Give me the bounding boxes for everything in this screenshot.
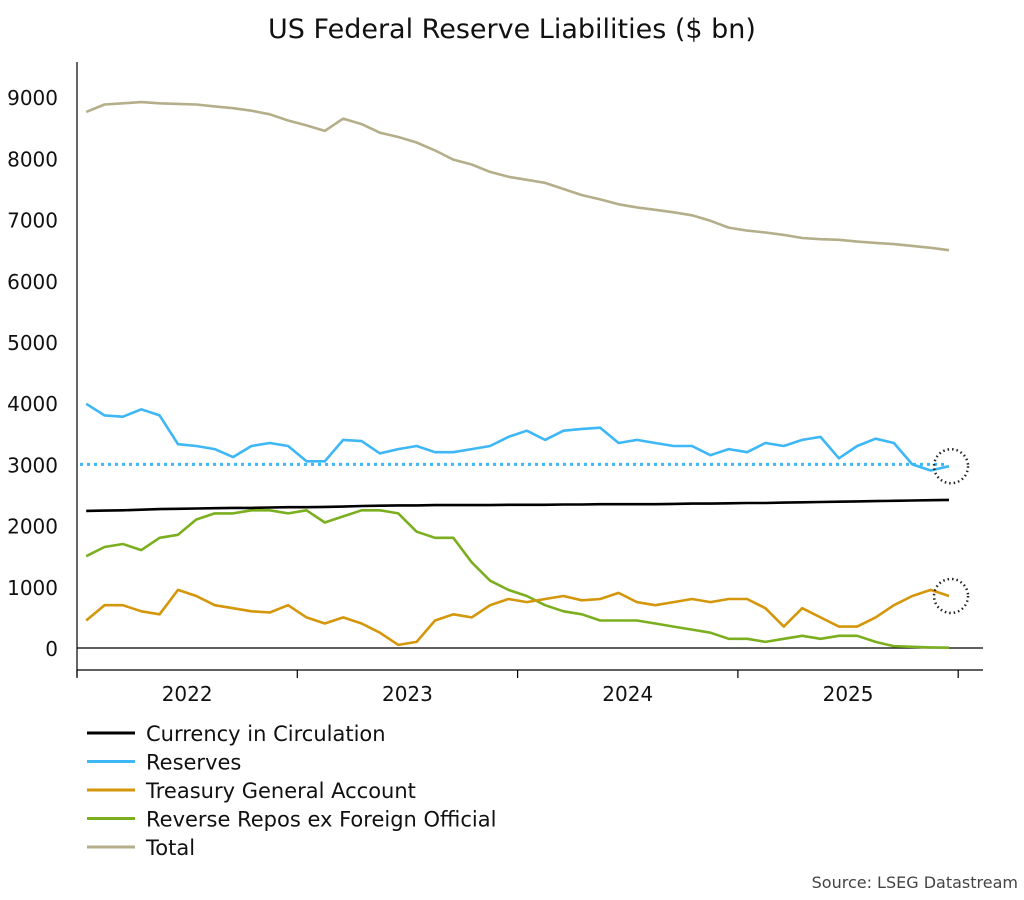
source-note: Source: LSEG Datastream [812, 873, 1018, 892]
y-tick-label: 7000 [7, 209, 58, 233]
y-tick-label: 8000 [7, 147, 58, 171]
legend-label: Reverse Repos ex Foreign Official [146, 808, 496, 832]
y-tick-label: 6000 [7, 270, 58, 294]
legend-label: Reserves [146, 751, 241, 775]
y-tick-label: 2000 [7, 515, 58, 539]
annotation-circle [932, 447, 970, 485]
y-tick-label: 0 [45, 637, 58, 661]
y-tick-label: 4000 [7, 392, 58, 416]
x-tick-label: 2022 [162, 682, 213, 706]
legend-label: Treasury General Account [145, 779, 416, 803]
series-line-currency-in-circulation [86, 498, 950, 513]
chart-title: US Federal Reserve Liabilities ($ bn) [268, 14, 756, 45]
annotation-circle [932, 577, 970, 615]
y-tick-label: 5000 [7, 331, 58, 355]
legend-label: Currency in Circulation [146, 722, 386, 746]
x-tick-label: 2025 [823, 682, 874, 706]
y-tick-label: 9000 [7, 86, 58, 110]
x-tick-label: 2024 [602, 682, 653, 706]
legend-label: Total [145, 836, 195, 860]
y-tick-label: 1000 [7, 576, 58, 600]
series-line-reverse-repos-ex-foreign-official [85, 508, 950, 649]
series-line-treasury-general-account [85, 588, 950, 647]
y-tick-label: 3000 [7, 453, 58, 477]
series-line-reserves [85, 402, 950, 472]
x-tick-label: 2023 [382, 682, 433, 706]
series-line-total [85, 100, 950, 252]
